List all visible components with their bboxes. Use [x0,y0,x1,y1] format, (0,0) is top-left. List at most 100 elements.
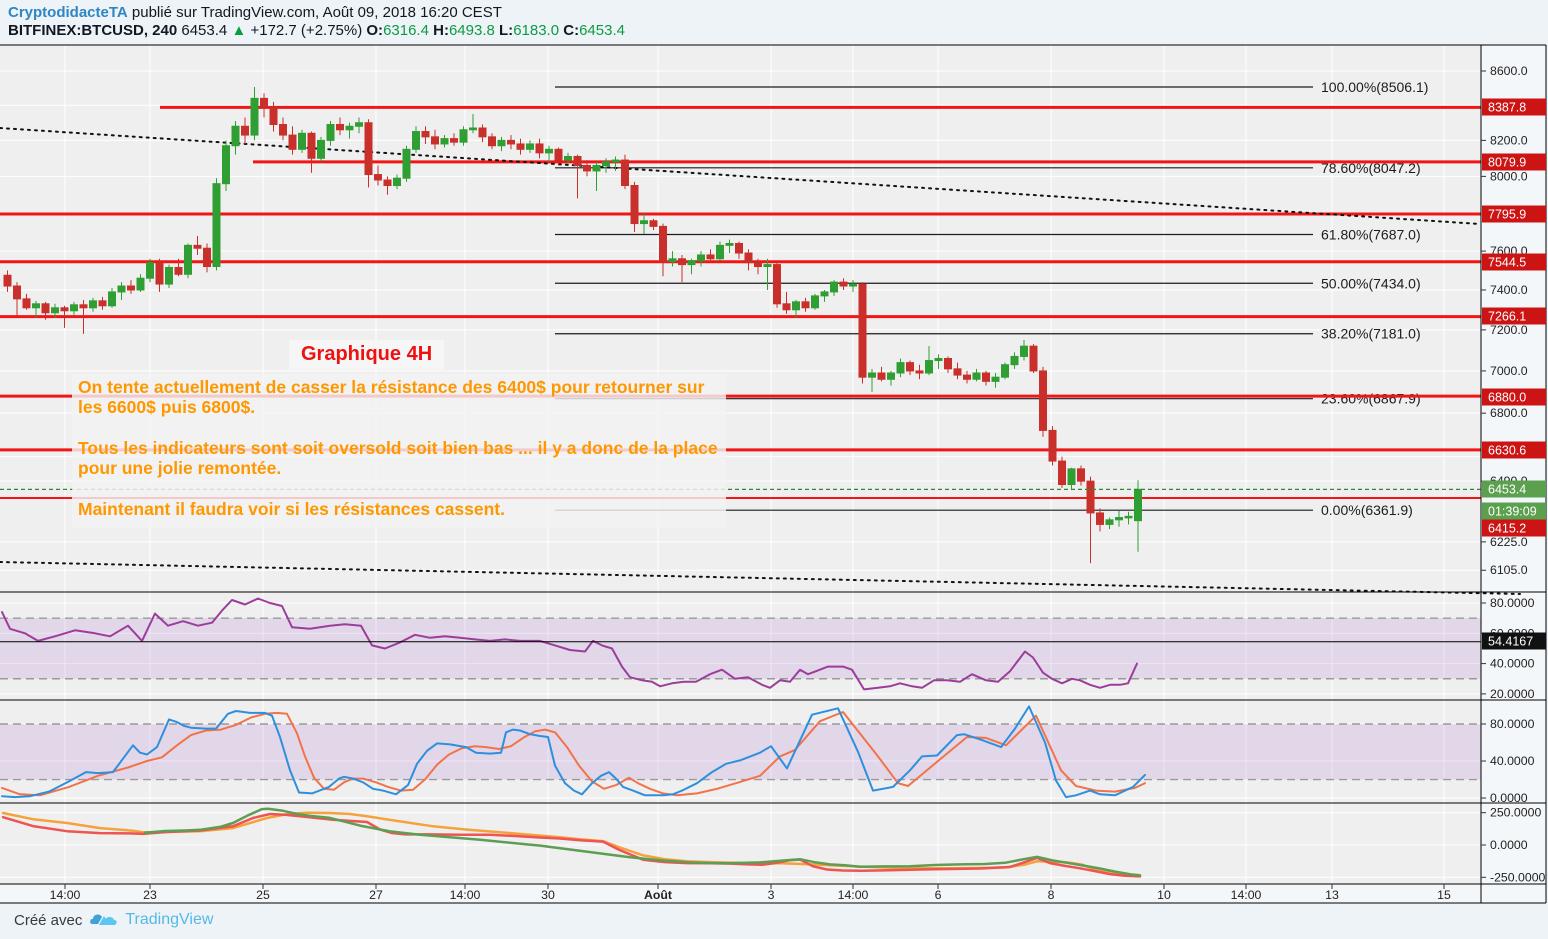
rsi-line [1,597,1138,691]
candle-body [773,264,781,305]
price-label: 8387.8 [1488,101,1526,115]
candle-body [678,258,686,266]
candle-body [991,376,1000,382]
annotation-title: Graphique 4H [289,340,445,369]
time-tick-label: 13 [1325,888,1339,902]
pane4-orange-line [1,811,1142,877]
annotation-paragraph: Maintenant il faudra voir si les résista… [78,498,505,519]
candle-body [32,303,40,309]
time-tick-label: 15 [1437,888,1451,902]
rsi-band [0,618,1481,679]
footer: Créé avec TradingView [14,911,213,929]
candle-body [611,159,620,163]
low-label: L: [499,22,514,39]
last-price: 6453.4 [181,22,228,39]
candle-body [402,148,411,179]
candle-body [136,277,145,291]
candle-body [450,138,458,143]
stoch-tick-label: 0.0000 [1490,791,1528,805]
fib-label: 61.80%(7687.0) [1321,227,1421,243]
candle-body [1001,364,1009,378]
price-tick-label: 7000.0 [1490,364,1528,378]
candle-body [716,244,724,260]
price-label-box [1482,307,1546,325]
candle-body [887,372,895,380]
candle-body [573,155,582,166]
candle-body [1086,480,1095,514]
candle-body [231,125,240,147]
time-tick-label: 14:00 [1231,888,1262,902]
price-label: 7795.9 [1488,208,1526,222]
candle-body [212,183,221,268]
candle-body [326,123,335,141]
price-label-box [1482,480,1546,498]
annotation-text-box: On tente actuellement de casser la résis… [72,374,726,528]
candle-body [535,143,544,154]
candle-body [830,281,838,293]
stoch-k-line [1,705,1146,799]
candle-body [203,247,211,268]
price-tick-label: 8600.0 [1490,64,1528,78]
candle-body [431,136,439,145]
close-value: 6453.4 [579,22,625,39]
time-tick-label: 14:00 [450,888,481,902]
stoch-tick-label: 40.0000 [1490,754,1535,768]
tradingview-logo-icon [90,914,118,925]
price-label: 7266.1 [1488,310,1526,324]
candle-body [792,301,800,311]
candle-body [98,300,107,307]
low-value: 6183.0 [513,22,560,39]
candle-body [982,372,990,382]
candle-body [89,300,97,309]
candle-body [13,285,21,300]
candle-body [459,129,468,143]
candle-body [469,127,477,131]
candle-body [849,283,857,287]
candle-body [345,125,354,131]
time-tick-label: 30 [541,888,555,902]
candle-body [260,97,268,108]
publish-text: publié sur TradingView.com, Août 09, 201… [127,4,502,21]
candle-body [60,307,69,312]
candle-body [507,139,515,145]
author-link[interactable]: CryptodidacteTA [8,4,128,21]
candle-body [972,372,981,380]
candle-body [725,242,734,246]
candle-body [1010,355,1019,366]
candle-body [222,145,230,185]
fib-label: 23.60%(6867.9) [1321,391,1421,407]
price-tick-label: 8000.0 [1490,169,1528,183]
candle-body [1048,429,1057,462]
tradingview-brand-link[interactable]: TradingView [125,911,214,928]
close-label: C: [563,22,580,39]
candle-body [279,123,287,136]
candle-body [364,122,373,176]
candle-body [896,362,905,374]
candle-body [564,155,572,161]
stoch-band [0,724,1481,780]
price-change: +172.7 (+2.75%) [250,22,363,39]
candle-body [640,220,648,225]
candle-body [478,127,487,138]
candle-body [801,301,810,309]
candle-body [1096,512,1104,525]
candle-body [70,304,78,312]
candle-body [117,285,126,293]
candle-body [1020,345,1028,357]
candle-body [383,179,392,187]
open-value: 6316.4 [383,22,429,39]
candle-body [839,281,848,287]
candle-body [687,260,696,266]
candle-body [630,185,639,225]
candle-body [250,97,259,136]
candle-body [554,148,563,161]
candle-body [412,131,420,150]
price-tick-label: 8200.0 [1490,133,1528,147]
candle-body [934,357,943,362]
candle-body [307,132,316,159]
candle-body [925,360,933,374]
time-tick-label: 27 [369,888,383,902]
candle-body [1105,519,1114,525]
candle-body [744,252,753,264]
